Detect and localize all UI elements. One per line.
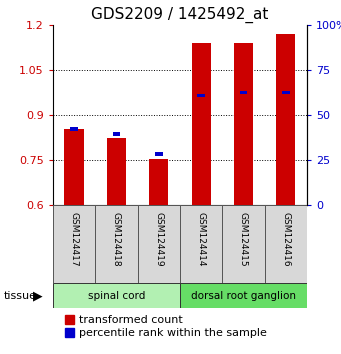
Text: GSM124418: GSM124418 (112, 212, 121, 266)
FancyBboxPatch shape (53, 283, 180, 308)
Text: ▶: ▶ (33, 289, 43, 302)
Bar (149, 159, 168, 205)
Text: GSM124415: GSM124415 (239, 212, 248, 266)
FancyBboxPatch shape (95, 205, 137, 283)
Bar (64, 129, 84, 205)
Legend: transformed count, percentile rank within the sample: transformed count, percentile rank withi… (65, 315, 266, 338)
FancyBboxPatch shape (222, 205, 265, 283)
FancyBboxPatch shape (180, 205, 222, 283)
Text: GSM124414: GSM124414 (196, 212, 206, 266)
Text: tissue: tissue (3, 291, 36, 301)
Bar (276, 34, 295, 205)
Text: spinal cord: spinal cord (88, 291, 145, 301)
Bar (282, 91, 290, 95)
Text: GSM124417: GSM124417 (70, 212, 78, 266)
Bar (240, 91, 247, 95)
Bar (234, 43, 253, 205)
FancyBboxPatch shape (137, 205, 180, 283)
Text: GSM124419: GSM124419 (154, 212, 163, 266)
FancyBboxPatch shape (180, 283, 307, 308)
Title: GDS2209 / 1425492_at: GDS2209 / 1425492_at (91, 7, 269, 23)
Bar (192, 43, 211, 205)
Bar (155, 152, 163, 156)
Bar (113, 132, 120, 136)
FancyBboxPatch shape (53, 205, 95, 283)
FancyBboxPatch shape (265, 205, 307, 283)
Text: dorsal root ganglion: dorsal root ganglion (191, 291, 296, 301)
Bar (70, 127, 78, 131)
Text: GSM124416: GSM124416 (281, 212, 290, 266)
Bar (197, 93, 205, 97)
Bar (107, 138, 126, 205)
